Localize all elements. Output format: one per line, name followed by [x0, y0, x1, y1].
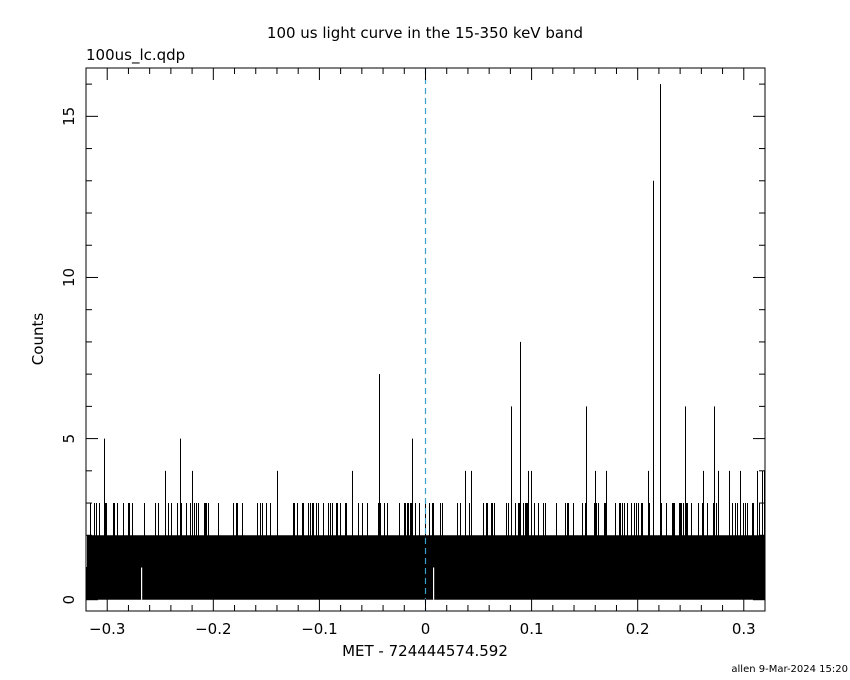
axis-ticks — [85, 68, 766, 611]
axis-tick-labels: −0.3 −0.2 −0.1 0 0.1 0.2 0.3 0 5 10 15 — [60, 107, 756, 638]
x-axis-label: MET - 724444574.592 — [342, 642, 508, 660]
file-label: 100us_lc.qdp — [86, 46, 185, 65]
x-tick-label: 0.3 — [732, 620, 756, 638]
y-tick-label: 0 — [60, 595, 78, 605]
x-tick-label: 0.1 — [520, 620, 544, 638]
y-axis-label: Counts — [29, 313, 47, 366]
footer-timestamp: allen 9-Mar-2024 15:20 — [731, 664, 848, 675]
x-tick-label: −0.3 — [89, 620, 125, 638]
y-tick-label: 10 — [60, 268, 78, 287]
zero-count-bin — [141, 567, 143, 600]
chart-title: 100 us light curve in the 15-350 keV ban… — [267, 24, 583, 42]
x-tick-label: −0.1 — [301, 620, 337, 638]
y-tick-label: 15 — [60, 107, 78, 126]
zero-count-bin — [433, 567, 435, 600]
x-tick-label: 0.2 — [626, 620, 650, 638]
y-tick-label: 5 — [60, 434, 78, 444]
x-tick-label: 0 — [421, 620, 431, 638]
x-tick-label: −0.2 — [195, 620, 231, 638]
